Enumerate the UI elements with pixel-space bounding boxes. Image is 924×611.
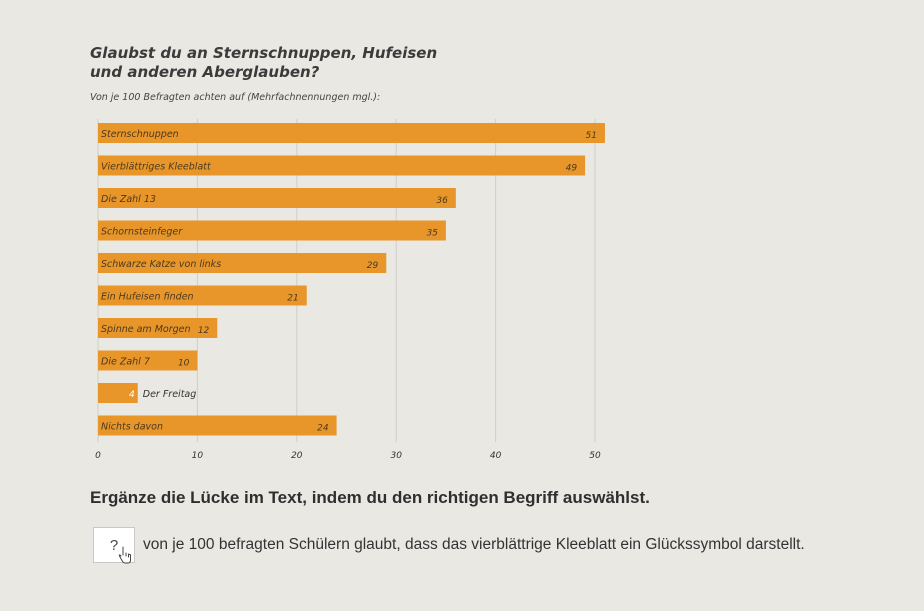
bar-value-label: 51 [585,131,596,141]
x-tick-label: 0 [95,451,101,461]
chart-title: Glaubst du an Sternschnuppen, Hufeisen u… [90,44,438,81]
x-tick-label: 50 [589,451,601,461]
bar-value-label: 35 [426,229,438,239]
bar [98,350,198,371]
hand-pointer-icon [118,546,131,564]
bar-category-label: Spinne am Morgen [101,324,191,335]
x-tick-label: 10 [192,451,204,461]
bar [98,220,446,241]
bar-category-label: Die Zahl 7 [101,357,150,368]
bar-category-label: Sternschnuppen [101,129,179,140]
answer-blank-dropdown[interactable]: ? [93,527,135,564]
bar-value-label: 36 [436,196,448,206]
bar-value-label: 4 [129,390,135,400]
x-tick-label: 40 [490,451,502,461]
bar [98,415,337,436]
bar-category-label: Nichts davon [101,422,163,433]
bar [98,285,307,306]
bar-category-label: Die Zahl 13 [101,194,156,205]
bar-category-label: Schornsteinfeger [101,227,183,238]
bar-value-label: 10 [178,359,190,369]
x-tick-label: 20 [291,451,303,461]
task-sentence: von je 100 befragten Schülern glaubt, da… [143,536,805,553]
bar-chart: Sternschnuppen 51 Vierblättriges Kleeblatt… [95,119,605,461]
bar [98,318,218,338]
bar-category-label: Vierblättriges Kleeblatt [101,162,212,173]
bar-value-label: 49 [566,164,578,174]
bar-value-label: 29 [367,261,379,271]
x-tick-label: 30 [390,451,402,461]
bar-category-label: Schwarze Katze von links [101,259,221,270]
chart-subtitle: Von je 100 Befragten achten auf (Mehrfac… [90,92,381,103]
bar [98,123,605,143]
bar [98,383,138,403]
bar-value-label: 12 [198,326,210,336]
bar [98,253,387,273]
bar [98,155,586,176]
task-instruction: Ergänze die Lücke im Text, indem du den … [90,488,650,507]
bar-value-label: 24 [317,424,329,434]
bar [98,188,456,208]
bar-value-label: 21 [287,294,298,304]
answer-row: ? von je 100 befragten Schülern glaubt, … [93,527,805,564]
answer-blank-label: ? [109,536,119,554]
bar-category-label: Ein Hufeisen finden [101,292,194,303]
bar-category-label: Der Freitag [143,389,197,400]
